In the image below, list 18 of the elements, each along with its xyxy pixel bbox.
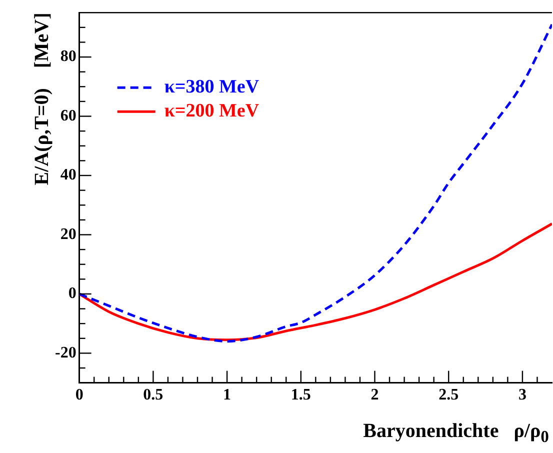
y-tick-label: 0 [68,285,76,302]
legend-label: κ=200 MeV [164,100,260,122]
x-tick-label: 3 [518,386,526,404]
y-tick-label: 80 [60,48,76,66]
line-series [79,23,552,343]
y-tick-label: -20 [55,344,76,362]
line-series [79,222,552,342]
x-tick-label: 0.5 [143,386,164,404]
legend-label: κ=380 MeV [164,76,260,98]
x-axis-title: Baryonendichte ρ/ρ$_{0}$ [363,420,549,447]
y-tick-label: 40 [60,166,76,184]
x-tick-label: 2 [370,386,379,404]
y-tick-label: 20 [60,226,76,243]
x-tick-label: 1.5 [290,386,311,404]
y-tick-label: 60 [60,107,76,124]
x-tick-label: 1 [223,386,232,404]
x-tick-label: 2.5 [438,386,459,404]
y-axis-title: E/A(ρ,T=0) [MeV] [31,12,53,186]
